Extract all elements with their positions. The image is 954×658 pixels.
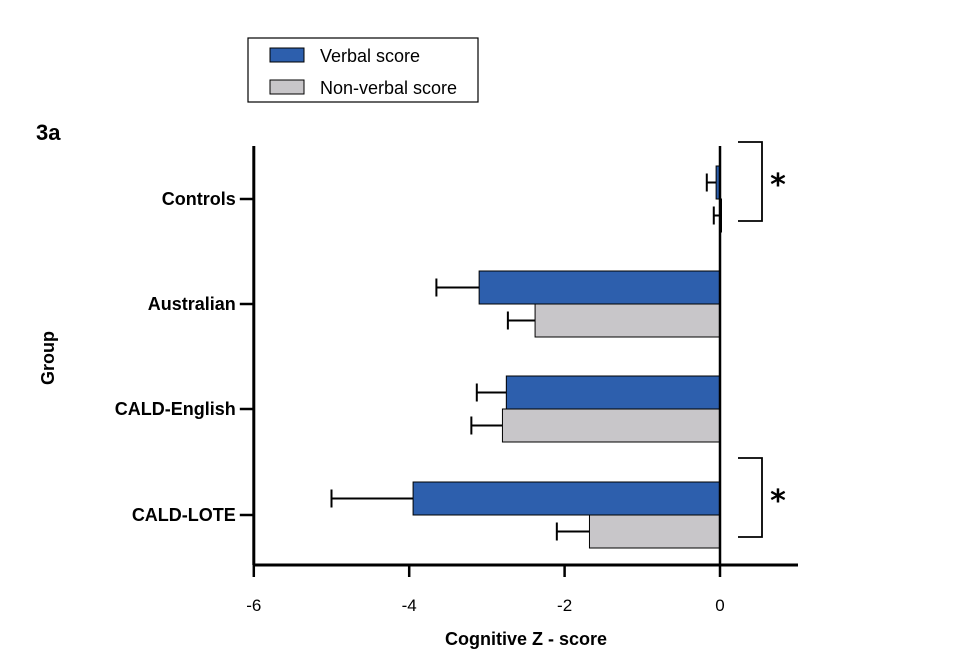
- legend: Verbal score Non-verbal score: [247, 37, 479, 103]
- significance-star-1: *: [770, 484, 786, 519]
- legend-swatch-nonverbal: [269, 79, 305, 95]
- x-tick-label-1: -4: [402, 596, 417, 615]
- legend-label-verbal: Verbal score: [320, 46, 420, 66]
- category-label-0: Controls: [162, 189, 236, 209]
- panel-label: 3a: [36, 120, 61, 145]
- bar-nonverbal-1: [534, 303, 721, 338]
- bar-verbal-3: [412, 481, 721, 516]
- bar-verbal-1: [478, 270, 721, 305]
- y-axis-title: Group: [38, 331, 58, 385]
- significance-star-0: *: [770, 168, 786, 203]
- category-label-2: CALD-English: [115, 399, 236, 419]
- legend-label-nonverbal: Non-verbal score: [320, 78, 457, 98]
- significance-bracket-1: [738, 457, 763, 538]
- category-label-3: CALD-LOTE: [132, 505, 236, 525]
- plot-area: -6 -4 -2 0 Controls Australian CALD-English CAL…: [115, 141, 798, 615]
- legend-swatch-verbal: [269, 47, 305, 63]
- bar-verbal-2: [505, 375, 721, 410]
- bar-nonverbal-3: [588, 514, 721, 549]
- x-tick-label-2: -2: [557, 596, 572, 615]
- x-axis-title: Cognitive Z - score: [445, 629, 607, 649]
- bar-nonverbal-2: [501, 408, 721, 443]
- x-tick-label-3: 0: [715, 596, 724, 615]
- significance-bracket-0: [738, 141, 763, 222]
- x-tick-label-0: -6: [246, 596, 261, 615]
- category-label-1: Australian: [148, 294, 236, 314]
